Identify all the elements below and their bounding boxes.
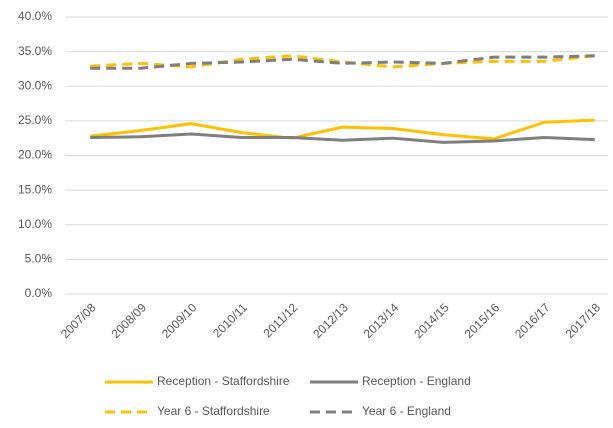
legend-label: Year 6 - England bbox=[362, 404, 451, 418]
y-tick-label: 30.0% bbox=[18, 78, 52, 92]
legend-label: Reception - England bbox=[362, 374, 471, 388]
x-tick-label: 2016/17 bbox=[512, 300, 553, 341]
y-tick-label: 35.0% bbox=[18, 44, 52, 58]
y-tick-label: 0.0% bbox=[25, 286, 53, 300]
x-tick-label: 2017/18 bbox=[563, 300, 604, 341]
series-line bbox=[90, 118, 595, 141]
x-tick-label: 2009/10 bbox=[159, 300, 200, 341]
x-tick-label: 2007/08 bbox=[58, 300, 99, 341]
series-line bbox=[90, 54, 595, 70]
legend-label: Reception - Staffordshire bbox=[157, 374, 290, 388]
x-tick-label: 2010/11 bbox=[210, 300, 250, 340]
y-tick-label: 15.0% bbox=[18, 182, 52, 196]
x-tick-label: 2012/13 bbox=[310, 300, 351, 341]
x-tick-label: 2011/12 bbox=[260, 300, 300, 340]
y-tick-label: 25.0% bbox=[18, 113, 52, 127]
y-tick-label: 10.0% bbox=[18, 217, 52, 231]
x-tick-label: 2013/14 bbox=[361, 300, 402, 341]
y-tick-label: 20.0% bbox=[18, 148, 52, 162]
y-tick-label: 40.0% bbox=[18, 9, 52, 23]
series-line bbox=[90, 132, 595, 144]
x-tick-label: 2014/15 bbox=[411, 300, 452, 341]
x-tick-label: 2015/16 bbox=[462, 300, 503, 341]
x-tick-label: 2008/09 bbox=[108, 300, 149, 341]
legend-label: Year 6 - Staffordshire bbox=[157, 404, 270, 418]
series-line bbox=[90, 54, 595, 69]
y-tick-label: 5.0% bbox=[25, 252, 53, 266]
